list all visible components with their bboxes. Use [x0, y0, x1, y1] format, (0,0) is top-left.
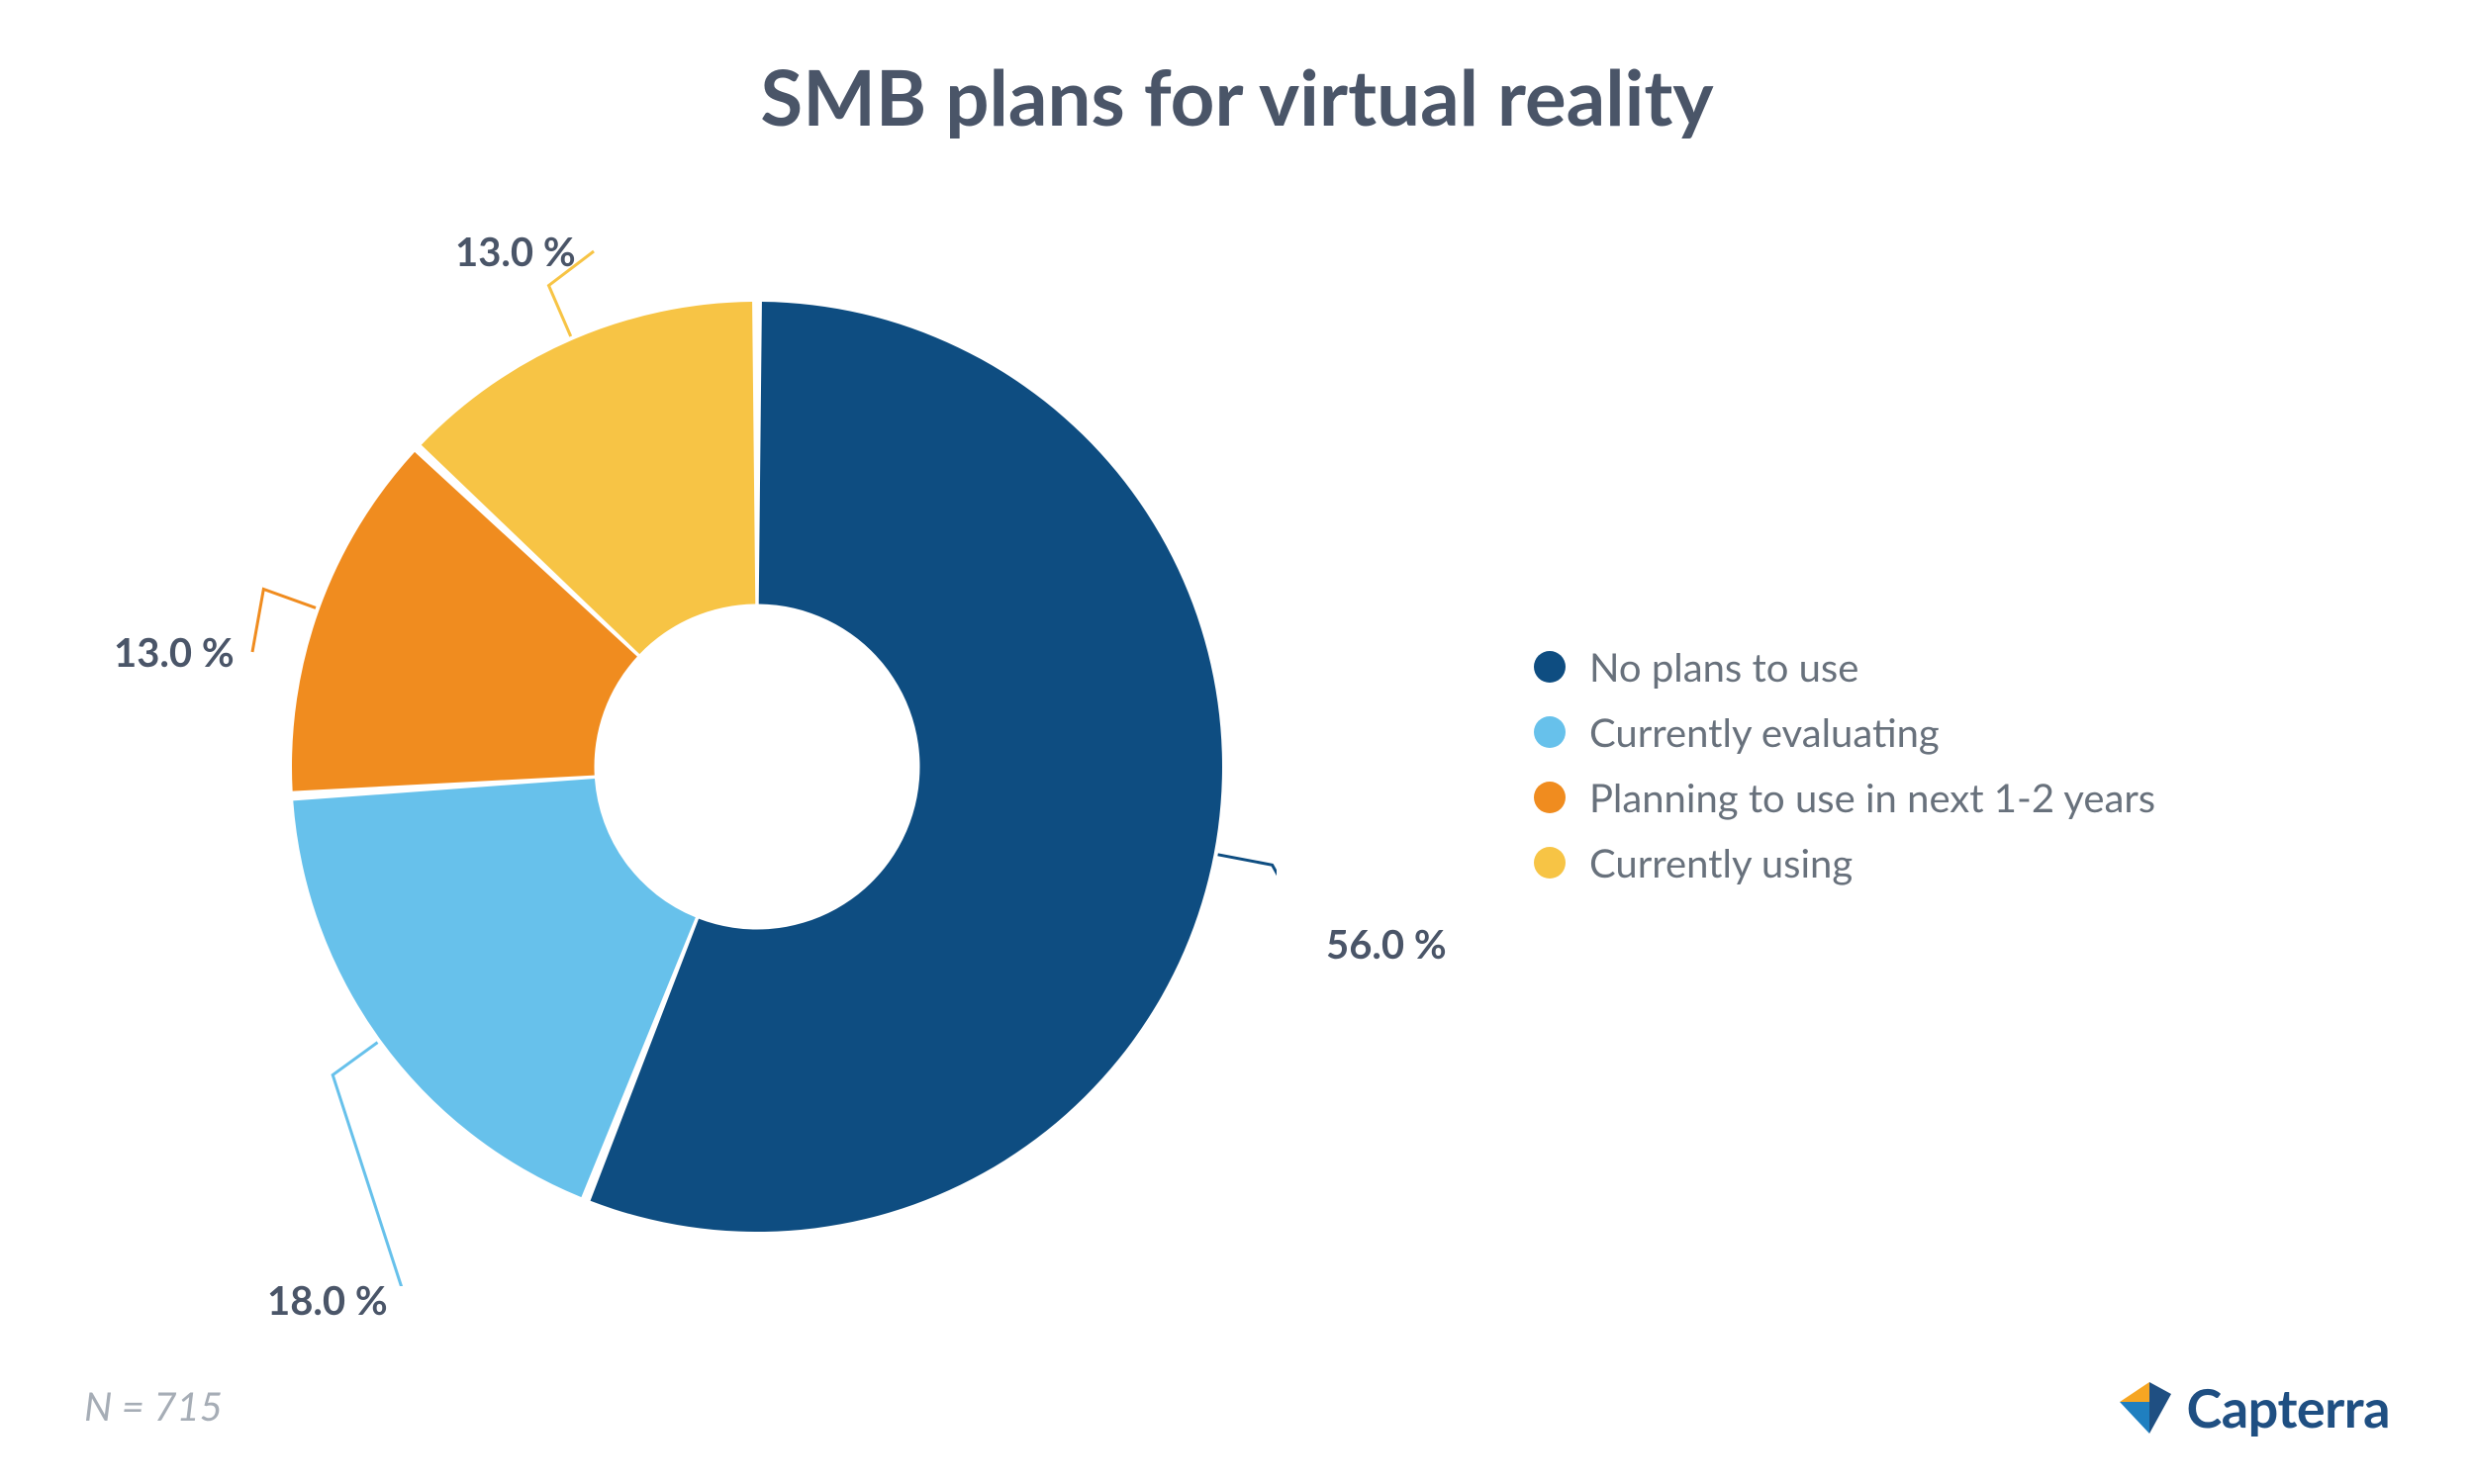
slice-label-1: 18.0 % — [267, 1276, 388, 1324]
donut-chart — [238, 247, 1277, 1286]
leader-line — [1218, 855, 1277, 944]
sample-size-note: N = 715 — [84, 1382, 223, 1430]
legend-swatch — [1534, 847, 1566, 879]
legend-swatch — [1534, 716, 1566, 748]
leader-line — [252, 589, 316, 652]
capterra-logo-icon — [2116, 1378, 2175, 1438]
chart-title: SMB plans for virtual reality — [0, 49, 2474, 142]
slice-label-0: 56.0 % — [1326, 920, 1447, 968]
legend-label: No plans to use — [1589, 643, 1858, 691]
legend-label: Currently using — [1589, 839, 1853, 886]
legend-swatch — [1534, 651, 1566, 683]
legend-label: Currently evaluating — [1589, 708, 1940, 756]
legend-label: Planning to use in next 1-2 years — [1589, 774, 2155, 821]
leader-line — [333, 1043, 406, 1286]
legend-swatch — [1534, 782, 1566, 813]
legend-item: Currently using — [1534, 839, 2155, 886]
slice-label-2: 13.0 % — [114, 628, 235, 676]
slice-label-3: 13.0 % — [455, 228, 576, 275]
legend-item: Planning to use in next 1-2 years — [1534, 774, 2155, 821]
legend: No plans to use Currently evaluating Plann… — [1534, 643, 2155, 904]
legend-item: Currently evaluating — [1534, 708, 2155, 756]
legend-item: No plans to use — [1534, 643, 2155, 691]
capterra-logo: Capterra — [2116, 1375, 2390, 1439]
capterra-logo-text: Capterra — [2187, 1375, 2390, 1439]
